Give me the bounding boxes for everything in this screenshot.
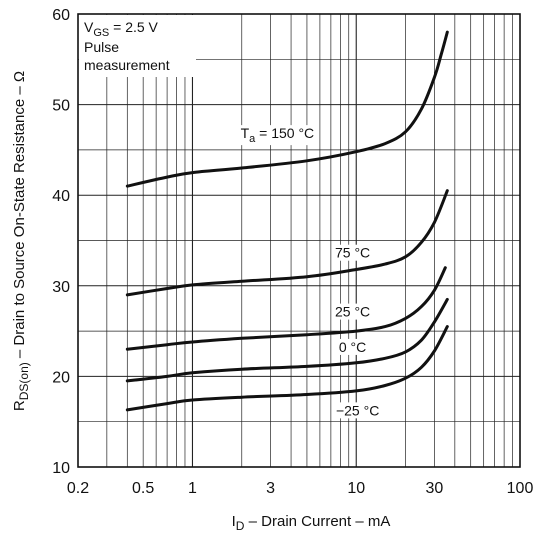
plot-frame <box>77 13 521 468</box>
condition-vgs: VGS = 2.5 V <box>84 19 159 39</box>
series-label-25c: 25 °C <box>335 304 370 320</box>
series-label-bg <box>332 303 373 320</box>
x-axis-label: ID – Drain Current – mA <box>232 513 391 533</box>
condition-pulse: Pulse <box>84 39 119 55</box>
grid <box>78 14 520 467</box>
curve-minus25c <box>125 325 449 412</box>
series-label-bg <box>336 338 369 355</box>
series-label-bg <box>238 125 317 146</box>
y-tick-label: 10 <box>52 460 70 477</box>
series-label-bg <box>333 402 382 419</box>
y-tick-label: 60 <box>52 7 70 24</box>
conditions-box <box>79 15 196 77</box>
x-tick-label: 0.5 <box>132 480 154 497</box>
curve-150c <box>125 30 449 188</box>
curve-75c <box>125 189 449 297</box>
x-tick-label: 3 <box>266 480 275 497</box>
y-tick-label: 50 <box>52 98 70 115</box>
curve-25c <box>125 266 447 351</box>
series-label-minus25c: −25 °C <box>336 402 379 418</box>
x-tick-label: 100 <box>507 480 534 497</box>
condition-measurement: measurement <box>84 57 170 73</box>
series-label-150c: Ta = 150 °C <box>241 125 315 145</box>
series-label-bg <box>332 244 373 261</box>
series-label-0c: 0 °C <box>339 339 366 355</box>
tick-labels: 0.2 0.5 1 3 10 30 100 10 20 30 40 50 60 <box>52 7 533 497</box>
curves <box>125 30 449 412</box>
x-tick-label: 10 <box>347 480 365 497</box>
y-axis-label: RDS(on) – Drain to Source On-State Resis… <box>11 71 31 411</box>
series-labels: Ta = 150 °C 75 °C 25 °C 0 °C −25 °C <box>238 125 382 419</box>
x-tick-label: 30 <box>425 480 443 497</box>
y-tick-label: 30 <box>52 279 70 296</box>
y-tick-label: 40 <box>52 188 70 205</box>
series-label-75c: 75 °C <box>335 245 370 261</box>
curve-0c <box>125 297 449 383</box>
x-tick-label: 1 <box>188 480 197 497</box>
x-tick-label: 0.2 <box>67 480 89 497</box>
y-tick-label: 20 <box>52 369 70 386</box>
